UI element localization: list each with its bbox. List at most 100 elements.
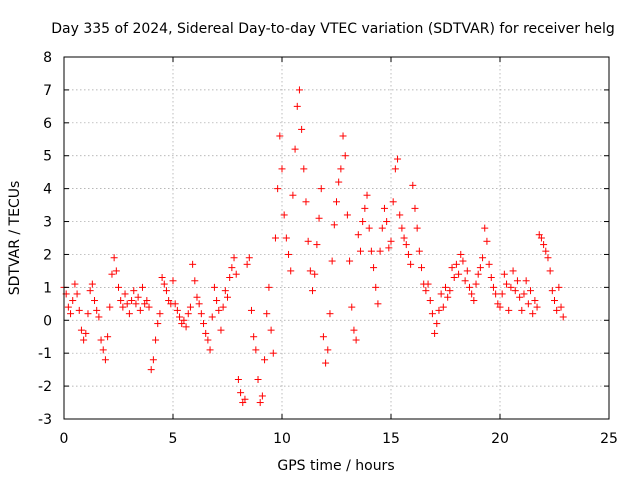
data-point [450, 273, 458, 281]
data-point [413, 224, 421, 232]
data-point [435, 306, 443, 314]
data-point [202, 329, 210, 337]
data-point [250, 333, 258, 341]
data-point [322, 359, 330, 367]
data-point [524, 300, 532, 308]
x-tick-label: 10 [273, 431, 291, 447]
data-point [200, 320, 208, 328]
data-point [516, 293, 524, 301]
data-point [143, 297, 151, 305]
data-point [221, 287, 229, 295]
data-point [219, 303, 227, 311]
data-point [374, 300, 382, 308]
data-point [359, 218, 367, 226]
data-point [64, 303, 72, 311]
data-point [71, 280, 79, 288]
data-point [540, 241, 548, 249]
plot-frame [63, 56, 610, 420]
gridlines [64, 57, 609, 419]
data-point [186, 303, 194, 311]
data-point [306, 267, 314, 275]
data-point [446, 287, 454, 295]
data-point [415, 247, 423, 255]
data-point [95, 313, 103, 321]
data-point [476, 264, 484, 272]
data-point [280, 211, 288, 219]
data-point [337, 165, 345, 173]
data-point [479, 254, 487, 262]
data-point [86, 287, 94, 295]
data-point [252, 346, 260, 354]
y-tick-label: -1 [38, 346, 52, 362]
data-point [132, 300, 140, 308]
data-point [343, 211, 351, 219]
data-point [162, 287, 170, 295]
data-point [180, 316, 188, 324]
data-point [130, 287, 138, 295]
data-point [191, 277, 199, 285]
data-point [276, 132, 284, 140]
data-point [108, 270, 116, 278]
data-point [457, 250, 465, 258]
data-point [391, 165, 399, 173]
data-point [226, 273, 234, 281]
data-point [522, 277, 530, 285]
data-point [330, 221, 338, 229]
data-point [463, 267, 471, 275]
data-point [315, 214, 323, 222]
data-point [367, 247, 375, 255]
data-point [444, 293, 452, 301]
data-point [121, 290, 129, 298]
data-point [400, 234, 408, 242]
data-point [265, 283, 273, 291]
y-tick-label: 5 [43, 149, 52, 165]
data-point [91, 297, 99, 305]
data-point [407, 260, 415, 268]
data-point [380, 204, 388, 212]
data-point [254, 376, 262, 384]
data-point [348, 303, 356, 311]
data-point [125, 310, 133, 318]
data-point [409, 181, 417, 189]
data-point [383, 218, 391, 226]
data-points [60, 86, 567, 407]
data-point [110, 254, 118, 262]
data-point [263, 310, 271, 318]
data-point [217, 326, 225, 334]
data-point [267, 326, 275, 334]
data-point [289, 191, 297, 199]
data-point [500, 270, 508, 278]
data-point [426, 297, 434, 305]
data-point [184, 310, 192, 318]
data-point [474, 270, 482, 278]
x-tick-label: 0 [60, 431, 69, 447]
data-point [465, 283, 473, 291]
data-point [546, 267, 554, 275]
data-point [182, 323, 190, 331]
data-point [149, 356, 157, 364]
data-point [350, 326, 358, 334]
data-point [356, 247, 364, 255]
data-point [195, 300, 203, 308]
data-point [77, 326, 85, 334]
data-point [326, 310, 334, 318]
data-point [537, 234, 545, 242]
x-axis-label: GPS time / hours [277, 458, 394, 474]
data-point [503, 280, 511, 288]
chart-title: Day 335 of 2024, Sidereal Day-to-day VTE… [51, 21, 614, 37]
data-point [505, 306, 513, 314]
data-point [204, 336, 212, 344]
data-point [243, 260, 251, 268]
data-point [234, 376, 242, 384]
data-point [509, 267, 517, 275]
data-point [527, 287, 535, 295]
data-point [511, 287, 519, 295]
data-point [258, 392, 266, 400]
data-point [389, 198, 397, 206]
data-point [224, 293, 231, 301]
data-point [75, 306, 83, 314]
data-point [300, 165, 308, 173]
y-axis-label: SDTVAR / TECUs [7, 181, 23, 296]
data-point [341, 152, 349, 160]
